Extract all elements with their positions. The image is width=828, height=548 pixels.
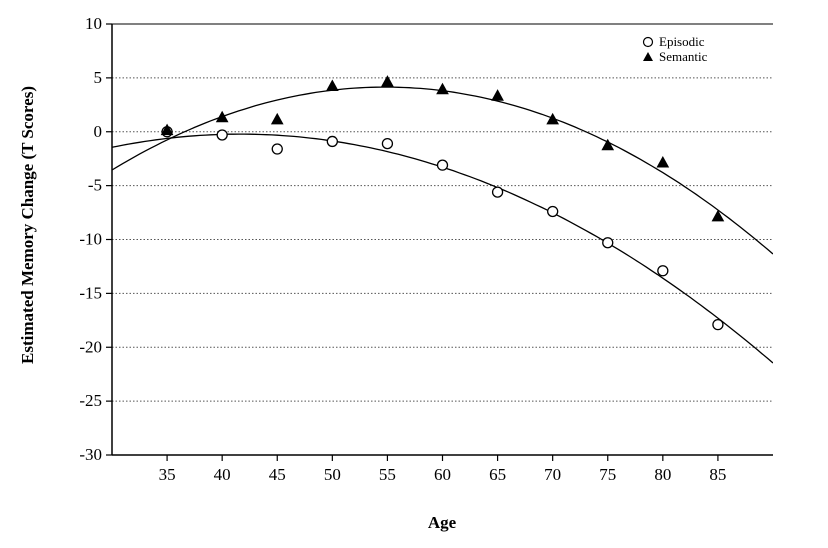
- point-semantic: [325, 79, 339, 91]
- point-semantic: [711, 209, 725, 222]
- point-semantic: [160, 123, 174, 136]
- x-tick-label: 35: [159, 465, 176, 484]
- point-semantic: [436, 82, 449, 95]
- point-episodic: [326, 135, 338, 148]
- x-tick-label: 50: [324, 465, 341, 484]
- y-tick-label: 10: [85, 14, 102, 33]
- point-episodic: [381, 137, 394, 150]
- x-tick-label: 70: [544, 465, 561, 484]
- fit-curves: [111, 86, 773, 364]
- point-episodic: [712, 318, 724, 331]
- legend-marker-episodic: [642, 36, 654, 48]
- point-semantic: [381, 75, 394, 87]
- x-tick-label: 80: [654, 465, 671, 484]
- y-tick-label: -30: [79, 445, 102, 464]
- x-tick-label: 60: [434, 465, 451, 484]
- legend-label-semantic: Semantic: [659, 49, 708, 64]
- x-tick-label: 85: [709, 465, 726, 484]
- y-axis-title: Estimated Memory Change (T Scores): [18, 86, 37, 364]
- point-episodic: [216, 129, 228, 141]
- point-semantic: [656, 155, 670, 168]
- y-tick-label: -15: [79, 283, 102, 302]
- y-tick-label: -10: [79, 230, 102, 249]
- y-tick-label: 0: [94, 122, 103, 141]
- point-semantic: [601, 138, 615, 151]
- point-episodic: [271, 143, 283, 155]
- y-tick-label: -20: [79, 337, 102, 356]
- point-episodic: [602, 237, 614, 249]
- x-tick-label: 65: [489, 465, 506, 484]
- point-episodic: [436, 159, 449, 171]
- legend-marker-semantic: [643, 52, 653, 61]
- y-tick-label: -25: [79, 391, 102, 410]
- data-points: [160, 75, 725, 331]
- gridlines: [112, 77, 773, 402]
- x-tick-label: 40: [214, 465, 231, 484]
- point-semantic: [215, 110, 229, 123]
- point-semantic: [546, 112, 560, 125]
- y-tick-label: 5: [94, 68, 103, 87]
- point-episodic: [657, 265, 669, 277]
- point-episodic: [491, 186, 504, 198]
- point-episodic: [547, 205, 559, 218]
- x-tick-label: 55: [379, 465, 396, 484]
- point-semantic: [270, 112, 284, 125]
- legend-label-episodic: Episodic: [659, 34, 705, 49]
- x-tick-label: 75: [599, 465, 616, 484]
- x-tick-label: 45: [269, 465, 286, 484]
- x-axis-title: Age: [428, 513, 457, 532]
- point-semantic: [491, 89, 504, 101]
- y-tick-label: -5: [88, 176, 102, 195]
